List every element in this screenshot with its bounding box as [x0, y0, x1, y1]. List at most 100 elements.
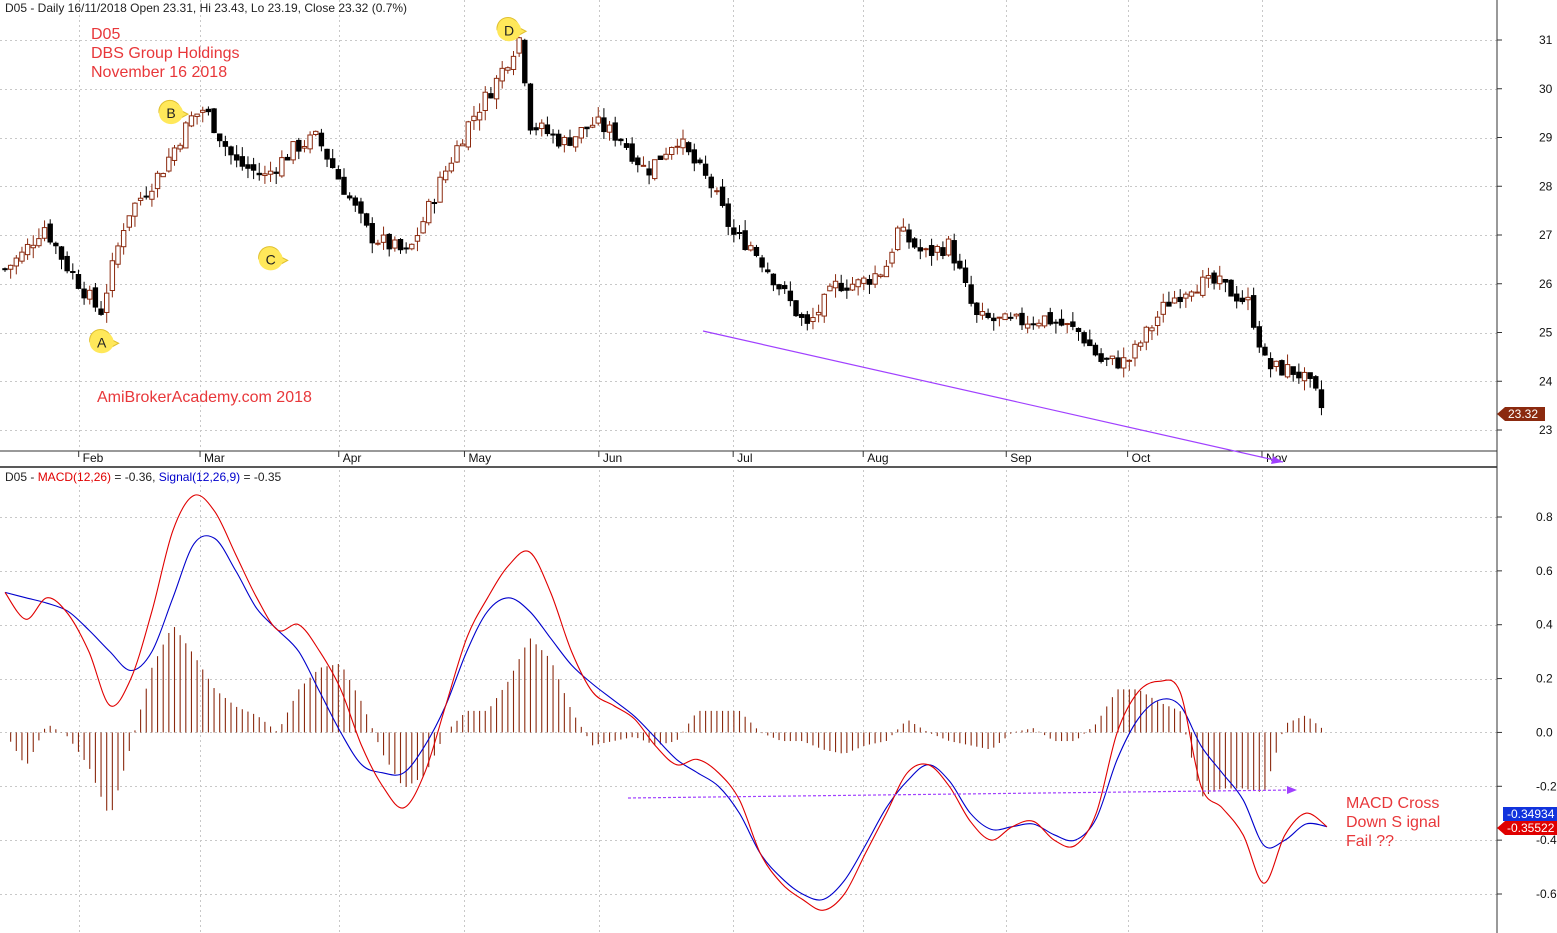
- chart-title-company: DBS Group Holdings: [91, 45, 240, 62]
- candle: [1177, 289, 1183, 309]
- candle: [420, 216, 426, 234]
- month-label-feb: Feb: [83, 451, 104, 465]
- candle: [522, 38, 528, 87]
- candle: [459, 139, 466, 147]
- macd-header: D05 - MACD(12,26) = -0.36, Signal(12,26,…: [5, 470, 281, 484]
- candle: [437, 171, 443, 203]
- candle: [782, 281, 788, 294]
- candle: [403, 242, 409, 254]
- candle: [1313, 375, 1319, 391]
- watermark: AmiBrokerAcademy.com 2018: [97, 389, 312, 406]
- wave-marker-label: C: [266, 251, 276, 267]
- candle: [313, 130, 319, 137]
- macd-header-prefix: D05 -: [5, 470, 38, 484]
- candle: [233, 145, 240, 168]
- candle: [290, 141, 296, 165]
- candle: [1222, 279, 1229, 293]
- candle: [940, 241, 946, 260]
- candle: [1019, 307, 1025, 330]
- candle: [482, 86, 488, 121]
- candle: [358, 197, 364, 224]
- candle: [1160, 293, 1166, 323]
- candle: [426, 198, 432, 226]
- candle: [1081, 330, 1087, 347]
- candle: [166, 148, 172, 173]
- candle: [906, 223, 912, 249]
- candle: [47, 219, 53, 245]
- macd-tick-label: -0.6: [1536, 887, 1557, 901]
- candle: [499, 61, 505, 89]
- candle: [380, 226, 387, 250]
- candle: [53, 241, 59, 255]
- chart-title-date: November 16 2018: [91, 64, 227, 81]
- price-tick-label: 26: [1539, 277, 1553, 291]
- price-trendline: [702, 330, 1284, 464]
- candle: [821, 293, 827, 323]
- macd-line: [4, 494, 1328, 911]
- candle: [849, 276, 856, 292]
- candle: [832, 274, 839, 298]
- candle: [516, 36, 522, 57]
- candle: [652, 159, 658, 181]
- candle: [855, 278, 861, 296]
- last-price-label: 23.32: [1508, 407, 1538, 421]
- month-label-sep: Sep: [1010, 451, 1032, 465]
- month-label-jun: Jun: [603, 451, 622, 465]
- macd-header-macd-value: = -0.36,: [111, 470, 159, 484]
- candle: [284, 154, 291, 161]
- signal-last-label: -0.34934: [1507, 807, 1555, 821]
- candle: [957, 253, 963, 270]
- macd-tick-label: -0.4: [1536, 833, 1557, 847]
- candle: [143, 186, 149, 200]
- price-candles: [2, 36, 1325, 416]
- candle: [296, 137, 302, 160]
- candle: [889, 248, 895, 268]
- candle: [804, 310, 810, 331]
- macd-tick-label: 0.0: [1536, 725, 1553, 739]
- candle: [256, 162, 262, 181]
- candle: [951, 233, 957, 271]
- candle: [1250, 287, 1257, 330]
- candle: [307, 131, 313, 154]
- month-label-oct: Oct: [1132, 451, 1151, 465]
- candle: [239, 147, 246, 171]
- candle: [13, 255, 20, 275]
- candle: [19, 246, 25, 264]
- candle: [346, 192, 353, 201]
- candle: [1284, 354, 1291, 379]
- candle: [719, 178, 726, 208]
- candle: [115, 242, 121, 269]
- candle: [680, 129, 686, 155]
- candle: [1194, 284, 1200, 294]
- candle: [974, 302, 980, 323]
- candle: [1149, 325, 1155, 341]
- candle: [765, 262, 771, 274]
- candle: [1296, 363, 1302, 384]
- candle: [861, 275, 867, 291]
- candle: [335, 165, 342, 180]
- candle: [132, 202, 138, 227]
- candle: [87, 285, 93, 305]
- candle: [104, 283, 110, 323]
- candle: [448, 157, 455, 174]
- candle: [776, 283, 782, 296]
- candle: [917, 239, 923, 260]
- candle: [1053, 319, 1059, 334]
- candle: [629, 137, 635, 164]
- candle: [137, 191, 144, 206]
- candle: [75, 269, 82, 290]
- candle: [1070, 312, 1076, 331]
- candle: [510, 51, 517, 76]
- candle: [149, 183, 155, 207]
- candle: [1132, 340, 1138, 367]
- price-trendline-arrowhead: [1271, 456, 1283, 464]
- wave-marker-label: D: [504, 22, 514, 38]
- macd-grid: [0, 470, 1497, 933]
- candle: [1104, 357, 1110, 367]
- wave-marker-label: B: [166, 105, 175, 121]
- candle: [1245, 287, 1251, 311]
- signal-line-group: [4, 535, 1328, 901]
- candle: [1143, 325, 1149, 351]
- candle: [539, 119, 545, 137]
- candle: [714, 187, 720, 195]
